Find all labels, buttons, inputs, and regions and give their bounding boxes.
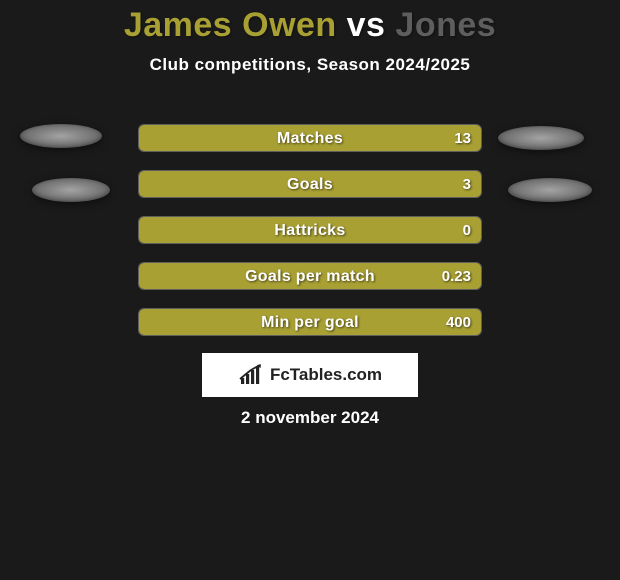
stat-value: 0.23 — [442, 263, 471, 290]
page-title: James Owen vs Jones — [0, 0, 620, 45]
player-shadow-ellipse — [32, 178, 110, 202]
stat-label: Goals — [139, 171, 481, 198]
stat-label: Hattricks — [139, 217, 481, 244]
stat-row: Matches13 — [138, 124, 482, 152]
stat-label: Goals per match — [139, 263, 481, 290]
stat-row: Goals3 — [138, 170, 482, 198]
stat-bar-group: Matches13 Goals3 Hattricks0 Goals per match… — [138, 124, 482, 354]
stat-value: 0 — [463, 217, 471, 244]
title-mid: vs — [337, 6, 396, 44]
fctables-logo[interactable]: FcTables.com — [202, 353, 418, 397]
stat-row: Hattricks0 — [138, 216, 482, 244]
stat-label: Matches — [139, 125, 481, 152]
stat-value: 13 — [454, 125, 471, 152]
subtitle: Club competitions, Season 2024/2025 — [0, 55, 620, 75]
stat-row: Min per goal400 — [138, 308, 482, 336]
player-shadow-ellipse — [498, 126, 584, 150]
bar-chart-icon — [238, 364, 264, 386]
stat-label: Min per goal — [139, 309, 481, 336]
stat-value: 400 — [446, 309, 471, 336]
title-right: Jones — [395, 6, 496, 44]
player-shadow-ellipse — [508, 178, 592, 202]
title-left: James Owen — [124, 6, 337, 44]
date-text: 2 november 2024 — [0, 408, 620, 428]
logo-text: FcTables.com — [270, 365, 382, 385]
stat-value: 3 — [463, 171, 471, 198]
stat-row: Goals per match0.23 — [138, 262, 482, 290]
player-shadow-ellipse — [20, 124, 102, 148]
